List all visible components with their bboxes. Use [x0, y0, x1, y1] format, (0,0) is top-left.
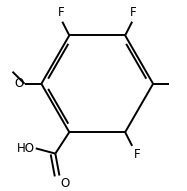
Text: F: F: [58, 6, 64, 19]
Text: O: O: [60, 177, 69, 190]
Text: F: F: [130, 6, 137, 19]
Text: F: F: [134, 148, 141, 161]
Text: HO: HO: [17, 142, 35, 155]
Text: O: O: [14, 77, 24, 90]
